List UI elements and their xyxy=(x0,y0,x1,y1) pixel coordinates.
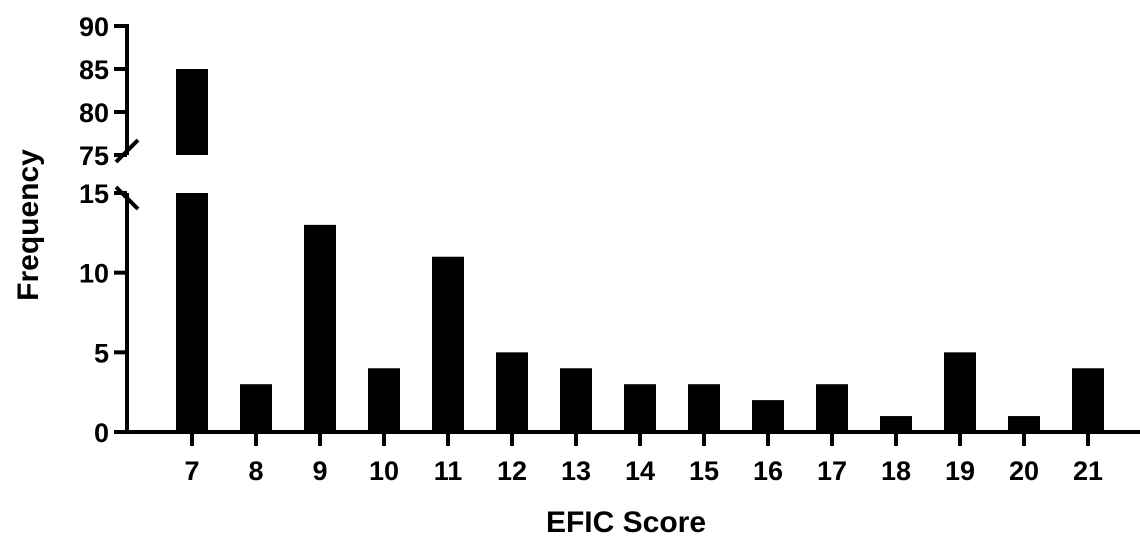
bar-17 xyxy=(816,384,848,432)
axis-break-mark-upper xyxy=(114,138,140,164)
bar-12 xyxy=(496,352,528,432)
bar-7-upper xyxy=(176,69,208,155)
x-tick-label-20: 20 xyxy=(1009,456,1039,486)
x-tick-label-15: 15 xyxy=(689,456,719,486)
x-tick-label-21: 21 xyxy=(1073,456,1103,486)
x-tick-label-7: 7 xyxy=(184,456,199,486)
bar-10 xyxy=(368,368,400,432)
bar-13 xyxy=(560,368,592,432)
bar-15 xyxy=(688,384,720,432)
bar-21 xyxy=(1072,368,1104,432)
x-tick-label-12: 12 xyxy=(497,456,527,486)
x-tick-label-13: 13 xyxy=(561,456,591,486)
x-tick-label-19: 19 xyxy=(945,456,975,486)
bar-7-lower xyxy=(176,193,208,432)
y-tick-label-upper-85: 85 xyxy=(79,55,109,85)
y-axis-label: Frequency xyxy=(12,149,45,301)
bar-18 xyxy=(880,416,912,432)
bar-8 xyxy=(240,384,272,432)
x-tick-label-18: 18 xyxy=(881,456,911,486)
x-tick-label-17: 17 xyxy=(817,456,847,486)
y-tick-label-lower-0: 0 xyxy=(94,418,109,448)
y-ticks: 0 5 10 15 75 80 85 90 xyxy=(79,12,127,448)
y-tick-label-lower-10: 10 xyxy=(79,259,109,289)
bar-20 xyxy=(1008,416,1040,432)
x-tick-label-16: 16 xyxy=(753,456,783,486)
bar-19 xyxy=(944,352,976,432)
axes xyxy=(114,24,1140,434)
bars xyxy=(176,69,1104,432)
y-tick-label-upper-80: 80 xyxy=(79,98,109,128)
bar-16 xyxy=(752,400,784,432)
x-tick-label-11: 11 xyxy=(434,456,463,486)
bar-11 xyxy=(432,256,464,432)
y-tick-label-upper-75: 75 xyxy=(79,141,109,171)
x-tick-label-9: 9 xyxy=(312,456,327,486)
bar-9 xyxy=(304,224,336,432)
y-tick-label-lower-5: 5 xyxy=(94,338,109,368)
x-tick-label-10: 10 xyxy=(369,456,399,486)
x-ticks: 7 8 9 10 11 12 13 14 15 16 17 18 19 20 21 xyxy=(184,432,1103,486)
x-tick-label-14: 14 xyxy=(625,456,655,486)
axis-break-mark-lower xyxy=(114,185,140,211)
x-axis-label: EFIC Score xyxy=(546,506,706,538)
bar-14 xyxy=(624,384,656,432)
y-tick-label-lower-15: 15 xyxy=(79,179,109,209)
y-tick-label-upper-90: 90 xyxy=(79,12,109,42)
x-tick-label-8: 8 xyxy=(248,456,263,486)
